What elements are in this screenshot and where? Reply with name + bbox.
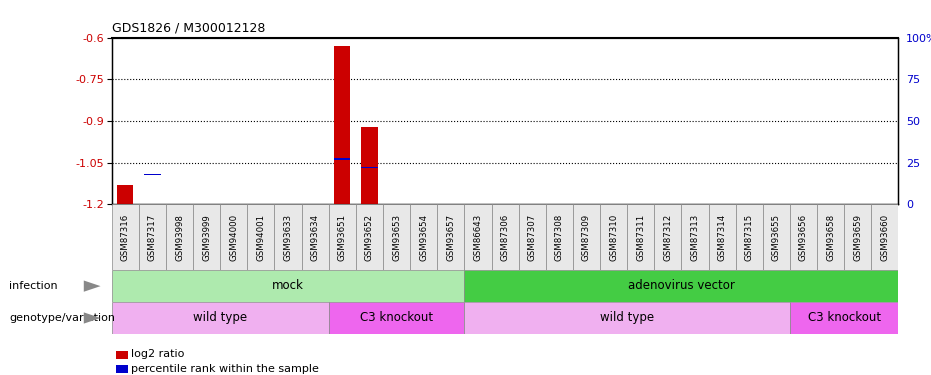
Text: GSM87307: GSM87307 (528, 214, 536, 261)
Text: GSM93634: GSM93634 (311, 214, 319, 261)
Bar (334, 46, 350, 204)
Text: GSM93999: GSM93999 (202, 214, 211, 261)
Bar (193, 204, 221, 270)
Bar (465, 204, 492, 270)
Text: GSM93657: GSM93657 (446, 214, 455, 261)
Text: GSM93659: GSM93659 (853, 214, 862, 261)
Bar (117, 185, 133, 204)
Text: C3 knockout: C3 knockout (807, 311, 881, 324)
Bar (329, 302, 465, 334)
Bar (844, 204, 871, 270)
Bar (383, 204, 411, 270)
Text: GSM87313: GSM87313 (691, 214, 699, 261)
Text: GSM93998: GSM93998 (175, 214, 184, 261)
Bar (302, 204, 329, 270)
Text: GSM87314: GSM87314 (718, 214, 726, 261)
Text: percentile rank within the sample: percentile rank within the sample (131, 364, 319, 374)
Text: GSM87310: GSM87310 (609, 214, 618, 261)
Bar (438, 204, 465, 270)
Bar (735, 204, 762, 270)
Text: GSM93656: GSM93656 (799, 214, 808, 261)
Bar (465, 302, 789, 334)
Text: GSM93660: GSM93660 (881, 214, 889, 261)
Bar (708, 204, 735, 270)
Text: GSM87308: GSM87308 (555, 214, 564, 261)
Bar (112, 204, 139, 270)
Text: GSM87306: GSM87306 (501, 214, 509, 261)
Text: GSM87312: GSM87312 (663, 214, 672, 261)
Text: GSM93655: GSM93655 (772, 214, 781, 261)
Bar (627, 204, 654, 270)
Text: wild type: wild type (193, 311, 248, 324)
Text: GSM87315: GSM87315 (745, 214, 754, 261)
Text: genotype/variation: genotype/variation (9, 313, 115, 323)
Text: log2 ratio: log2 ratio (131, 350, 184, 359)
Text: GSM87317: GSM87317 (148, 214, 157, 261)
Text: GSM93653: GSM93653 (392, 214, 401, 261)
Bar (112, 302, 329, 334)
Text: GSM87311: GSM87311 (636, 214, 645, 261)
Text: GSM94001: GSM94001 (256, 214, 265, 261)
Bar (492, 204, 519, 270)
Bar (546, 204, 573, 270)
Bar (762, 204, 789, 270)
Bar (681, 204, 708, 270)
Bar (248, 204, 275, 270)
Bar (139, 204, 166, 270)
Bar (166, 204, 193, 270)
Text: GSM93652: GSM93652 (365, 214, 374, 261)
Bar (817, 204, 844, 270)
Bar (600, 204, 627, 270)
Text: GSM93658: GSM93658 (826, 214, 835, 261)
Text: GDS1826 / M300012128: GDS1826 / M300012128 (112, 22, 265, 35)
Bar (361, 126, 378, 204)
Text: adenovirus vector: adenovirus vector (627, 279, 735, 292)
Bar (789, 302, 898, 334)
Text: infection: infection (9, 281, 58, 291)
Text: GSM86643: GSM86643 (474, 214, 482, 261)
Bar (871, 204, 898, 270)
Text: GSM87309: GSM87309 (582, 214, 591, 261)
Bar (329, 204, 356, 270)
Text: mock: mock (272, 279, 304, 292)
Bar (334, 159, 350, 160)
Bar (573, 204, 600, 270)
Bar (112, 270, 465, 302)
Bar (356, 204, 383, 270)
Bar (361, 167, 378, 168)
Text: GSM93633: GSM93633 (284, 214, 292, 261)
Text: GSM87316: GSM87316 (121, 214, 129, 261)
Bar (654, 204, 681, 270)
Bar (789, 204, 817, 270)
Bar (519, 204, 546, 270)
Bar (465, 270, 898, 302)
Text: GSM93654: GSM93654 (419, 214, 428, 261)
Bar (275, 204, 302, 270)
Bar (411, 204, 438, 270)
Text: GSM93651: GSM93651 (338, 214, 347, 261)
Text: GSM94000: GSM94000 (229, 214, 238, 261)
Text: C3 knockout: C3 knockout (360, 311, 433, 324)
Bar (221, 204, 248, 270)
Bar (144, 174, 160, 175)
Text: wild type: wild type (600, 311, 654, 324)
